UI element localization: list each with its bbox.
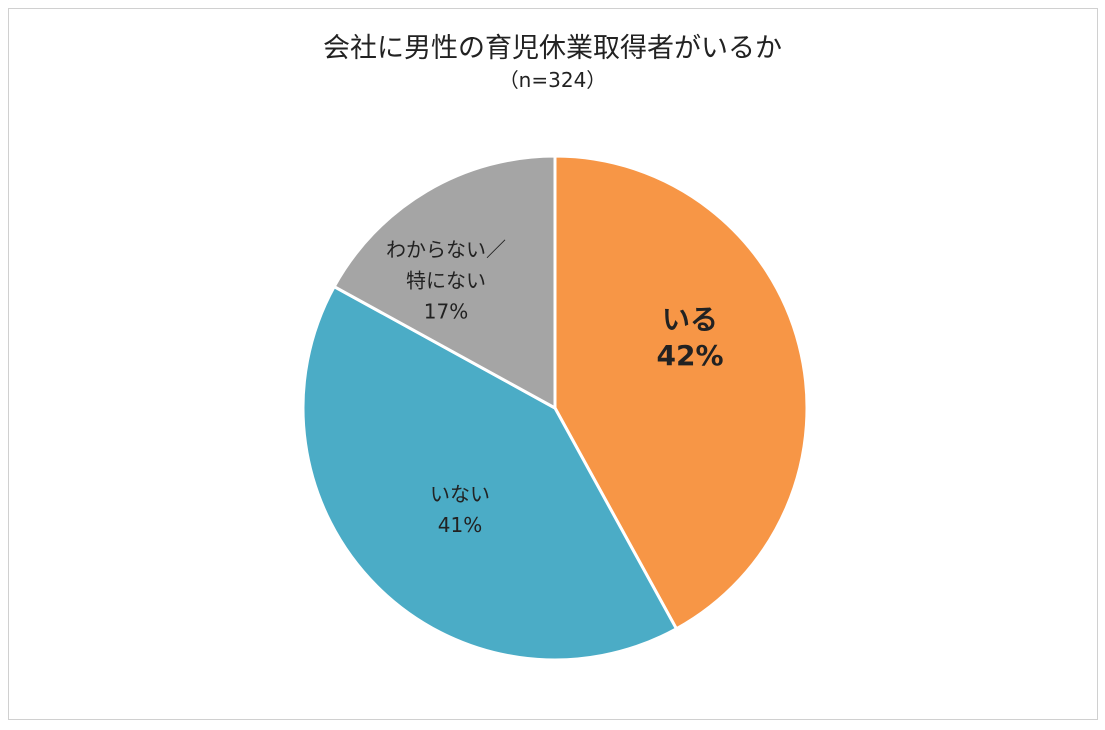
slice-value: 42% xyxy=(656,339,724,372)
chart-title: 会社に男性の育児休業取得者がいるか xyxy=(323,33,782,64)
pie-slice xyxy=(553,154,809,631)
slice-value: 17% xyxy=(423,299,469,324)
slice-name: いない xyxy=(430,482,490,506)
slice-name: わからない／ 特にない xyxy=(386,237,506,293)
slice-label: いる 42% xyxy=(656,302,723,374)
chart-subtitle: （n=324） xyxy=(498,68,607,92)
slice-value: 41% xyxy=(437,513,483,537)
slice-name: いる xyxy=(661,303,718,336)
pie-slice xyxy=(332,154,557,411)
chart-frame xyxy=(8,8,1098,720)
slice-label: わからない／ 特にない 17% xyxy=(386,235,506,328)
slice-label: いない 41% xyxy=(430,479,490,541)
pie-slice xyxy=(301,284,679,662)
